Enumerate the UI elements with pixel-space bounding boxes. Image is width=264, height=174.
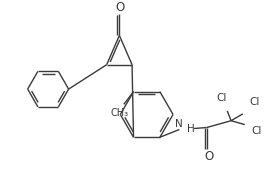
Text: Cl: Cl — [249, 97, 260, 107]
Text: Cl: Cl — [251, 126, 262, 136]
Text: O: O — [116, 1, 125, 14]
Text: Cl: Cl — [216, 93, 227, 103]
Text: H: H — [187, 124, 195, 133]
Text: O: O — [204, 150, 213, 163]
Text: CH₃: CH₃ — [111, 108, 129, 118]
Text: N: N — [175, 119, 182, 129]
